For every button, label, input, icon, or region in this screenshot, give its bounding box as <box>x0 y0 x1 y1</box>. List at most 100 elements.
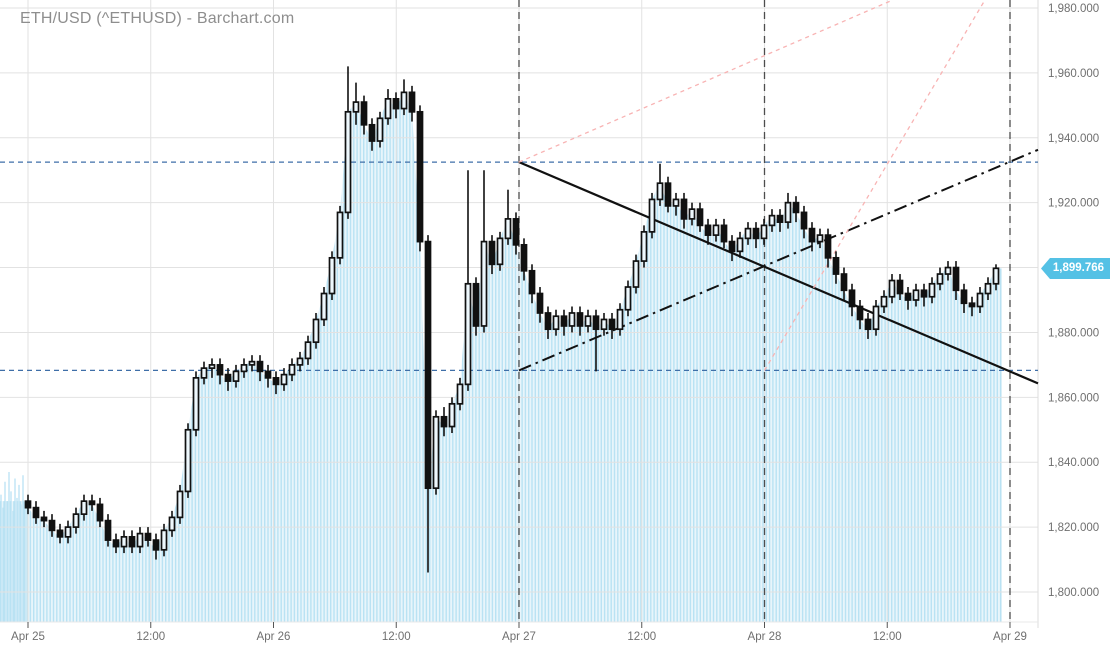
candle <box>464 170 472 391</box>
candle-body <box>648 198 656 233</box>
candle-body <box>104 519 112 541</box>
x-axis-label: Apr 25 <box>11 631 45 643</box>
candle-body <box>960 289 968 305</box>
candle <box>520 238 528 281</box>
candle <box>816 228 824 249</box>
candle <box>352 82 360 125</box>
candle-body <box>728 240 736 253</box>
candle-body <box>976 292 984 308</box>
candle <box>952 261 960 300</box>
y-axis-label: 1,960.000 <box>1048 68 1099 80</box>
candle <box>640 225 648 268</box>
candle <box>80 494 88 521</box>
trendline-ascending-dashdot[interactable] <box>518 148 1039 372</box>
candle-body <box>304 341 312 360</box>
candle <box>488 235 496 275</box>
candle-body <box>688 208 696 220</box>
candle-body <box>432 415 440 490</box>
candle-body <box>248 360 256 366</box>
candle-body <box>72 513 80 528</box>
candle <box>72 507 80 534</box>
candle <box>536 287 544 323</box>
candle-body <box>792 201 800 214</box>
x-axis-label: 12:00 <box>382 631 411 643</box>
candle-body <box>528 269 536 295</box>
candle-body <box>32 506 40 519</box>
projection-line-pink[interactable] <box>518 0 894 163</box>
candle <box>272 371 280 395</box>
candle <box>144 527 152 547</box>
candle <box>304 335 312 365</box>
candle <box>48 514 56 537</box>
candle-body <box>720 224 728 243</box>
candle <box>696 202 704 232</box>
candle <box>112 533 120 554</box>
candle <box>568 306 576 333</box>
candle <box>560 309 568 336</box>
candle <box>992 264 1000 291</box>
candle-body <box>152 539 160 551</box>
candle-body <box>920 289 928 298</box>
y-axis-label: 1,980.000 <box>1048 3 1099 15</box>
candle-body <box>952 266 960 292</box>
candle <box>496 231 504 271</box>
candle-body <box>440 415 448 428</box>
candle-body <box>704 224 712 236</box>
candle <box>656 163 664 206</box>
candle-body <box>176 490 184 519</box>
x-axis-label: Apr 28 <box>748 631 782 643</box>
candle <box>440 407 448 437</box>
candle <box>720 218 728 249</box>
candle <box>88 494 96 511</box>
candle-body <box>712 224 720 236</box>
candle-body <box>384 97 392 120</box>
candle-body <box>608 318 616 331</box>
candle-body <box>632 260 640 288</box>
trendline-descending[interactable] <box>518 161 1039 385</box>
candle <box>312 312 320 349</box>
candle-body <box>880 295 888 308</box>
candle-body <box>264 370 272 379</box>
candle-body <box>480 240 488 327</box>
candle-body <box>208 364 216 369</box>
candle <box>512 212 520 255</box>
candle-body <box>664 182 672 207</box>
candle-body <box>848 289 856 308</box>
candle <box>704 218 712 245</box>
candle <box>776 209 784 232</box>
candle <box>280 368 288 391</box>
candle <box>136 527 144 554</box>
candle-body <box>568 312 576 327</box>
candle <box>768 209 776 232</box>
annotations-layer[interactable] <box>0 0 1039 622</box>
candle <box>608 312 616 339</box>
candle <box>208 358 216 378</box>
candle <box>976 287 984 313</box>
candle-body <box>824 234 832 259</box>
candle <box>184 423 192 498</box>
candle-body <box>112 539 120 548</box>
candle <box>480 170 488 333</box>
candle <box>40 510 48 528</box>
candles-layer[interactable] <box>24 66 1000 573</box>
candle <box>376 111 384 148</box>
candle <box>368 118 376 151</box>
candle-body <box>592 315 600 331</box>
x-axis-label: Apr 26 <box>257 631 291 643</box>
candle <box>24 494 32 515</box>
candle-body <box>256 360 264 373</box>
x-axis-label: Apr 29 <box>993 631 1027 643</box>
candle <box>264 364 272 388</box>
candle-body <box>408 91 416 113</box>
candle <box>160 523 168 557</box>
candle-body <box>64 526 72 538</box>
candle <box>840 267 848 300</box>
candle-body <box>928 282 936 298</box>
candle-body <box>88 500 96 506</box>
candle <box>584 309 592 333</box>
candle <box>240 358 248 378</box>
candle <box>168 510 176 537</box>
candle-body <box>224 373 232 382</box>
candle-body <box>624 286 632 311</box>
